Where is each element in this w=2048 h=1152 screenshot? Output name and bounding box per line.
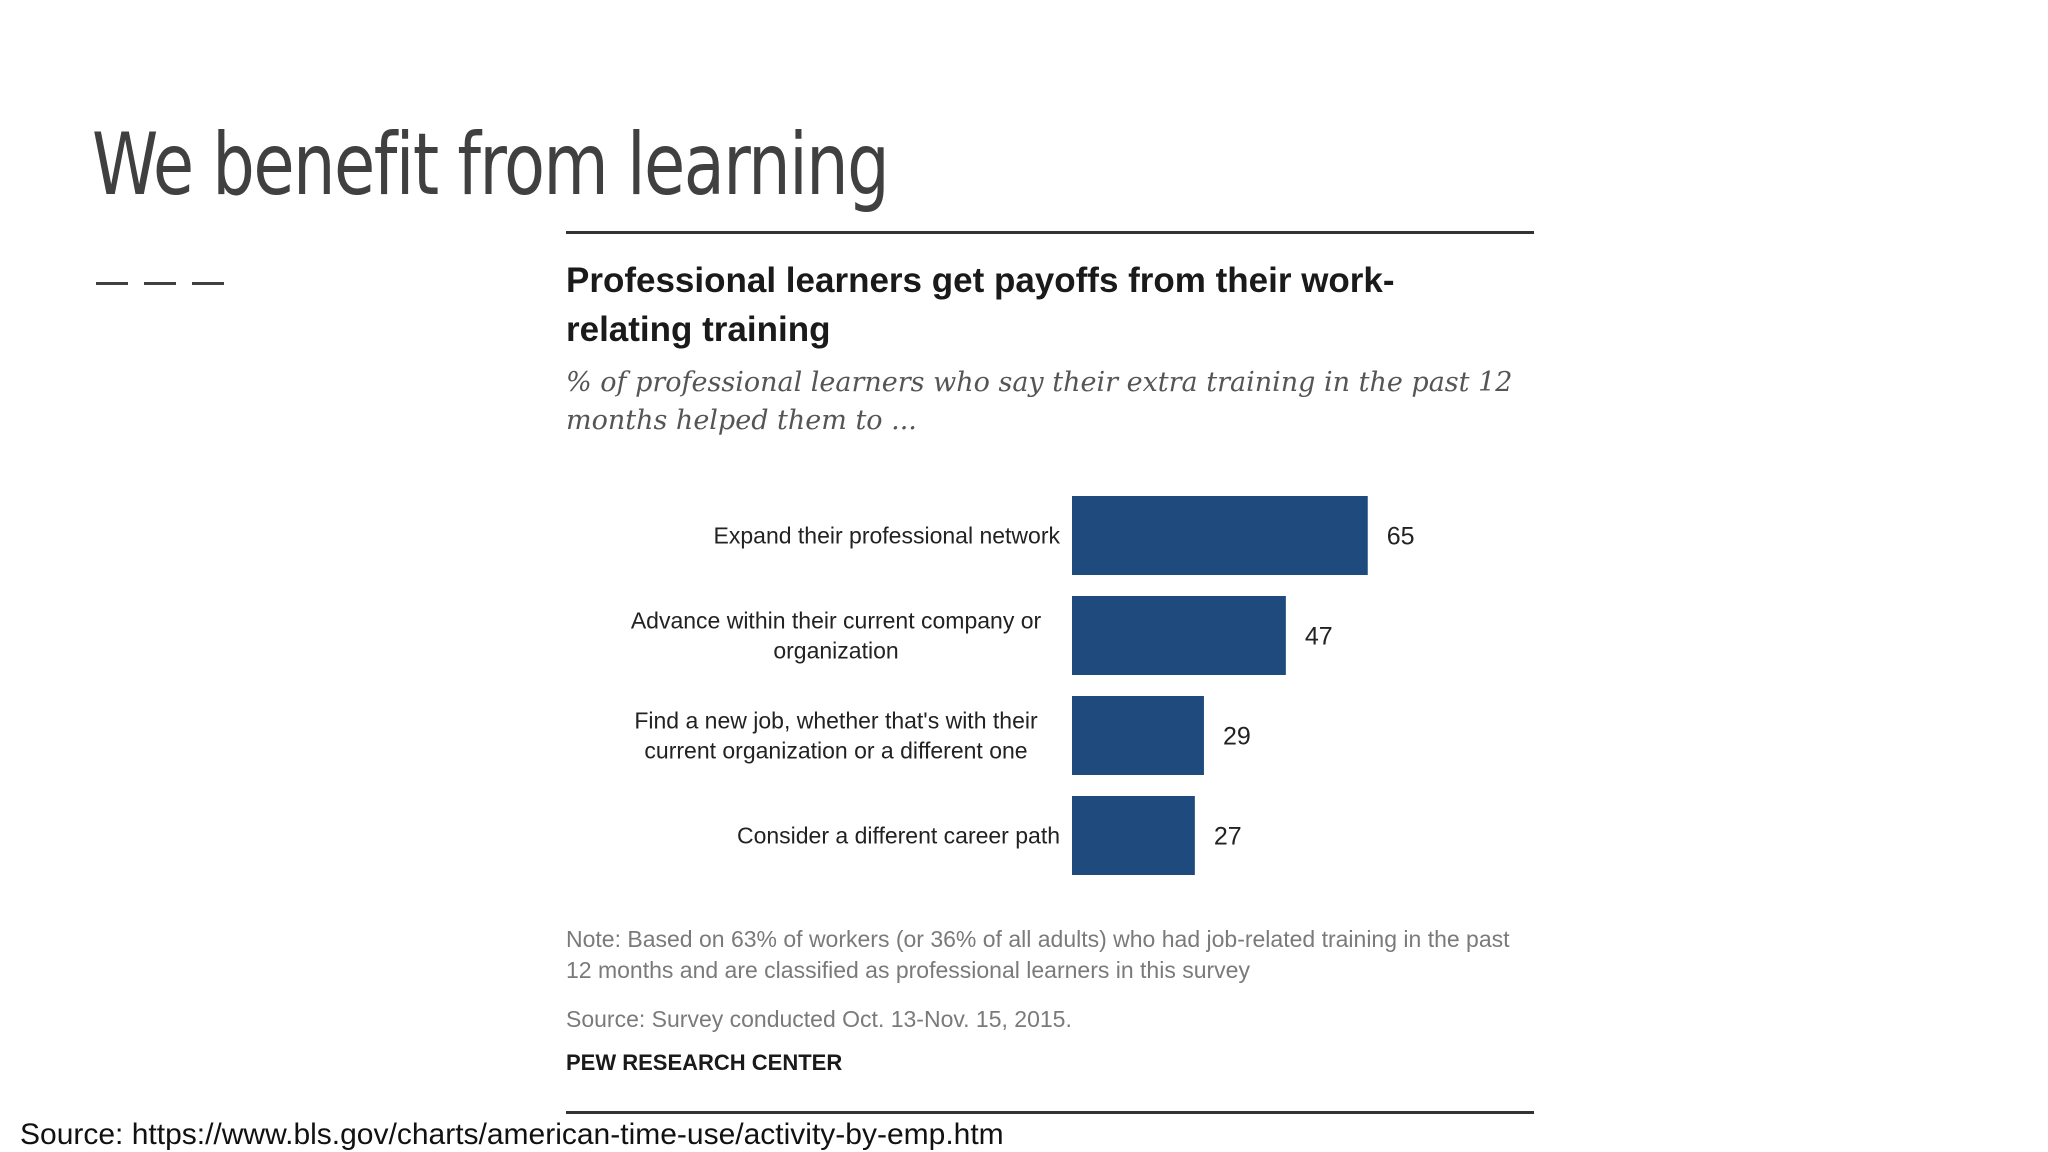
chart-top-rule [566, 231, 1534, 234]
title-accent [96, 282, 228, 288]
bar-2 [1072, 596, 1286, 675]
chart-source: Source: Survey conducted Oct. 13-Nov. 15… [566, 1006, 1072, 1032]
category-label-4: Consider a different career path [737, 823, 1060, 849]
category-label-1: Expand their professional network [714, 523, 1061, 549]
chart-title: Professional learners get payoffs from t… [566, 261, 1395, 349]
value-label-4: 27 [1214, 823, 1242, 851]
bar-1 [1072, 496, 1368, 575]
bar-4 [1072, 796, 1195, 875]
value-label-3: 29 [1223, 723, 1251, 751]
slide-source: Source: https://www.bls.gov/charts/ameri… [20, 1118, 1004, 1151]
category-label-2: Advance within their current company or o… [631, 608, 1042, 664]
bar-chart: 65 Expand their professional network 47 Adv… [631, 496, 1415, 875]
bar-3 [1072, 696, 1204, 775]
value-label-1: 65 [1387, 523, 1415, 551]
value-label-2: 47 [1305, 623, 1333, 651]
chart-subtitle: % of professional learners who say their… [566, 367, 1513, 436]
category-label-3: Find a new job, whether that's with thei… [634, 708, 1038, 764]
chart-note: Note: Based on 63% of workers (or 36% of… [566, 926, 1510, 983]
chart-bottom-rule [566, 1111, 1534, 1114]
slide-title: We benefit from learning [92, 115, 890, 215]
chart-credit: PEW RESEARCH CENTER [566, 1050, 843, 1075]
